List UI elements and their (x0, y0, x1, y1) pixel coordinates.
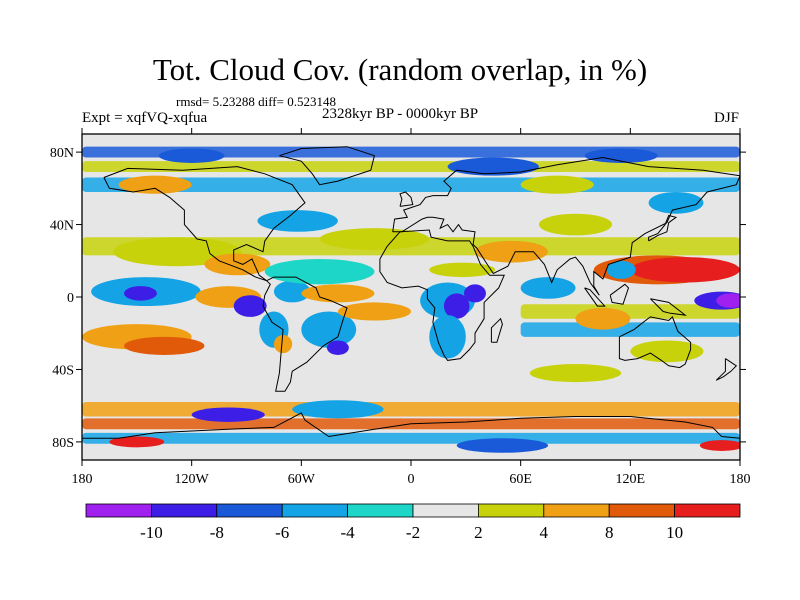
colorbar-label: -4 (341, 523, 356, 542)
anomaly-region (124, 336, 205, 355)
season-label: DJF (713, 110, 739, 126)
x-tick-label: 60E (509, 472, 532, 487)
coastline-madagascar (490, 317, 503, 343)
colorbar-label: -2 (406, 523, 420, 542)
y-tick-label: 40S (52, 363, 74, 378)
colorbar-swatch (85, 503, 152, 518)
anomaly-region (319, 228, 430, 250)
colorbar-swatch (216, 503, 283, 518)
anomaly-region (301, 284, 375, 303)
colorbar-swatch (477, 503, 545, 518)
anomaly-region (606, 260, 636, 279)
colorbar-swatch (674, 503, 741, 518)
anomaly-band (82, 432, 740, 444)
coastline-uk (399, 191, 414, 207)
anomaly-region (575, 307, 631, 330)
coastline-south-america (262, 276, 348, 392)
chart-title: Tot. Cloud Cov. (random overlap, in %) (152, 52, 648, 87)
coastline-australia (618, 316, 692, 369)
anomaly-region (520, 175, 594, 194)
colorbar-swatch (347, 503, 414, 518)
y-tick-label: 40N (50, 219, 74, 234)
coastline-eurasia (392, 156, 740, 296)
anomaly-region (429, 315, 466, 359)
colorbar-swatch (543, 503, 610, 518)
coastline-africa (379, 229, 505, 361)
colorbar-swatch (608, 503, 676, 518)
anomaly-region (273, 280, 311, 303)
anomaly-region (233, 295, 267, 317)
anomaly-region (191, 407, 265, 422)
colorbar-label: 8 (605, 523, 614, 542)
coastline-antarctica (82, 412, 740, 450)
anomaly-region (124, 286, 157, 301)
coastline-new-guinea (650, 298, 687, 316)
anomaly-region (699, 440, 740, 451)
anomaly-region (443, 293, 470, 319)
anomaly-region (264, 258, 375, 285)
anomaly-region (326, 340, 349, 355)
coastline-borneo (609, 283, 630, 305)
anomaly-region (529, 364, 622, 383)
x-tick-label: 180 (730, 472, 751, 487)
anomaly-region (630, 340, 704, 363)
y-tick-label: 80N (50, 146, 74, 161)
anomaly-region (538, 213, 613, 236)
coastline-greenland (279, 146, 375, 186)
anomaly-region (584, 148, 658, 163)
anomaly-band (82, 146, 740, 158)
coastline-japan (648, 214, 678, 242)
anomaly-region (474, 240, 549, 263)
colorbar-swatch (150, 503, 218, 518)
anomaly-region (204, 253, 271, 276)
coastline-sumatra (584, 287, 606, 307)
anomaly-band (520, 322, 740, 337)
plot-area (82, 134, 740, 460)
colorbar-swatch (281, 503, 349, 518)
anomaly-region (273, 335, 293, 354)
colorbar-label: 2 (474, 523, 483, 542)
coastline-north-america (103, 166, 306, 282)
time-period-label: 2328kyr BP - 0000kyr BP (322, 106, 479, 122)
y-tick-label: 0 (67, 291, 74, 306)
anomaly-region (456, 438, 549, 453)
anomaly-region (429, 262, 496, 278)
cloud-cover-map: 180 120W 60W 0 60E 120E 180 80N 40N 0 40S 80S (50, 128, 751, 487)
anomaly-region (257, 210, 338, 232)
colorbar-label: 10 (666, 523, 683, 542)
anomaly-region (520, 277, 576, 299)
colorbar-label: 4 (540, 523, 549, 542)
colorbar-label: -6 (275, 523, 289, 542)
anomaly-band (82, 402, 740, 417)
anomaly-region (118, 175, 192, 194)
coastline-new-zealand (715, 358, 738, 381)
anomaly-region (158, 148, 225, 163)
anomaly-region (292, 400, 384, 419)
colorbar-label: -8 (210, 523, 224, 542)
x-tick-label: 180 (72, 472, 93, 487)
x-tick-label: 0 (408, 472, 415, 487)
anomaly-region (109, 436, 165, 448)
x-tick-label: 120E (616, 472, 646, 487)
y-tick-label: 80S (52, 436, 74, 451)
anomaly-region (464, 284, 486, 303)
anomaly-region (630, 257, 740, 283)
experiment-label: Expt = xqfVQ-xqfua (82, 110, 208, 126)
anomaly-region (648, 191, 704, 214)
x-tick-label: 120W (175, 472, 210, 487)
colorbar-swatch (412, 503, 479, 518)
colorbar-label: -10 (140, 523, 163, 542)
x-tick-label: 60W (288, 472, 316, 487)
rmsd-diff-stats: rmsd= 5.23288 diff= 0.523148 (176, 94, 336, 109)
anomaly-region (447, 157, 539, 176)
anomaly-region (337, 302, 412, 321)
anomaly-region (716, 293, 740, 308)
